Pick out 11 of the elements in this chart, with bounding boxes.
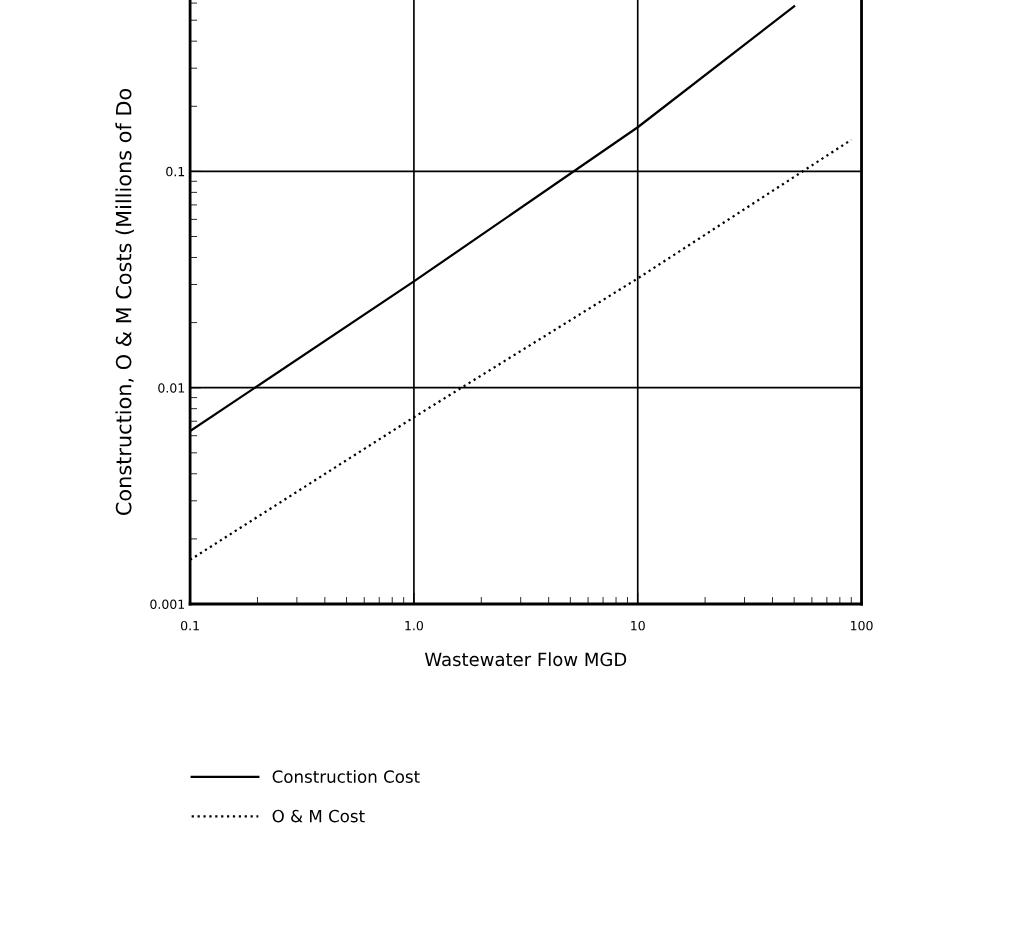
x-tick-label: 10 [631, 620, 645, 631]
x-tick-label: 100 [850, 620, 873, 631]
legend-label: O & M Cost [272, 809, 365, 823]
x-tick-label: 1.0 [405, 620, 424, 631]
y-tick-label: 0.1 [166, 166, 185, 177]
x-tick-label: 0.1 [180, 620, 199, 631]
y-axis-title: Construction, O & M Costs (Millions of Do [115, 88, 134, 515]
legend-label: Construction Cost [272, 770, 420, 783]
x-axis-title: Wastewater Flow MGD [424, 652, 627, 667]
y-tick-label: 0.001 [150, 599, 185, 609]
y-tick-label: 0.01 [158, 383, 185, 393]
